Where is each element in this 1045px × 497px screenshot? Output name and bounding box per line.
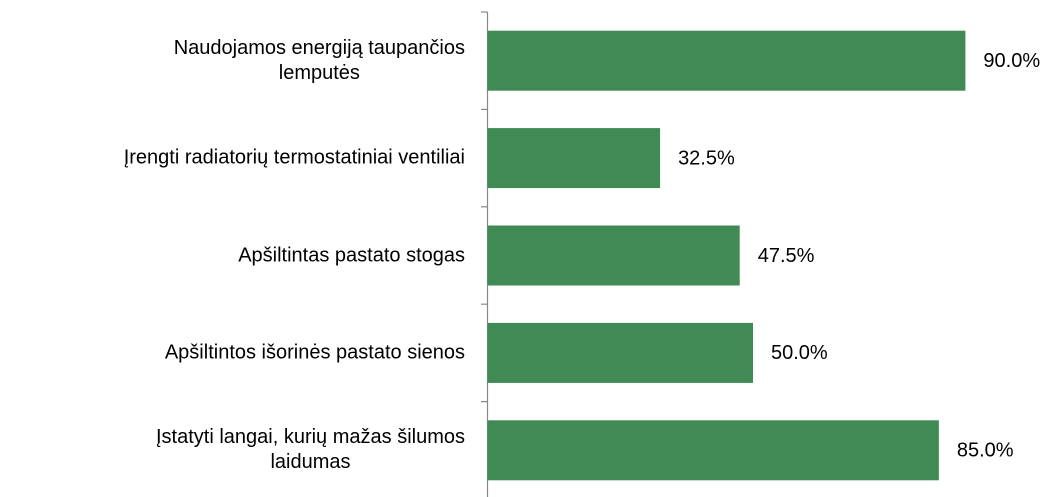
bar xyxy=(487,128,661,189)
value-label: 50.0% xyxy=(771,342,828,364)
category-label: Naudojamos energiją taupančios lemputės xyxy=(173,36,465,84)
category-label: Apšiltintas pastato stogas xyxy=(238,244,465,266)
category-label: Įstatyti langai, kurių mažas šilumos lai… xyxy=(155,426,465,474)
value-label: 90.0% xyxy=(983,50,1040,72)
category-label: Įrengti radiatorių termostatiniai ventil… xyxy=(123,146,465,169)
bar xyxy=(487,30,966,91)
bar xyxy=(487,322,753,383)
bar xyxy=(487,225,740,286)
value-label: 47.5% xyxy=(758,245,815,267)
bar xyxy=(487,420,939,481)
category-label: Apšiltintos išorinės pastato sienos xyxy=(164,341,465,364)
value-label: 32.5% xyxy=(678,147,735,169)
value-label: 85.0% xyxy=(957,440,1014,462)
